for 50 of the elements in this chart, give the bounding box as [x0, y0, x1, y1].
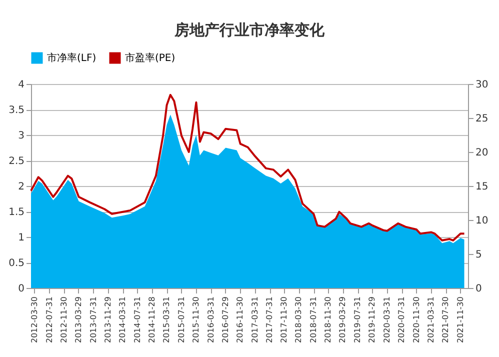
- y-tick-label: 4: [18, 80, 24, 90]
- x-tick-label: 2017-11-30: [280, 296, 289, 343]
- y-tick-label: 0.5: [8, 258, 24, 269]
- y-tick-label: 2: [18, 182, 24, 192]
- x-tick-label: 2019-07-31: [353, 296, 362, 343]
- chart-title: 房地产行业市净率变化: [174, 21, 326, 39]
- x-tick-label: 2021-07-30: [441, 296, 450, 343]
- x-tick-label: 2018-11-30: [324, 296, 333, 343]
- y2-tick-label: 20: [476, 148, 488, 158]
- x-tick-label: 2020-07-31: [397, 296, 406, 343]
- x-tick-label: 2012-03-30: [30, 296, 39, 343]
- x-tick-label: 2021-11-30: [456, 296, 465, 343]
- y2-tick-label: 15: [476, 182, 488, 192]
- x-tick-label: 2012-07-31: [44, 296, 54, 343]
- x-tick-label: 2015-11-30: [192, 296, 201, 343]
- x-tick-label: 2020-03-31: [382, 296, 392, 343]
- y-tick-label: 3.5: [8, 105, 24, 116]
- y-tick-label: 3: [18, 130, 24, 142]
- x-tick-label: 2016-11-30: [236, 296, 245, 343]
- x-tick-label: 2013-11-29: [103, 296, 112, 343]
- y2-tick-label: 0: [476, 284, 482, 294]
- y2-tick-label: 10: [476, 216, 488, 226]
- x-tick-label: 2014-11-28: [147, 296, 156, 343]
- y-tick-label: 1.5: [8, 207, 24, 218]
- x-tick-label: 2019-11-29: [368, 296, 377, 343]
- legend-label: 市盈率(PE): [125, 52, 176, 64]
- x-tick-label: 2017-03-31: [250, 296, 260, 343]
- y-tick-label: 1: [18, 232, 24, 244]
- x-tick-label: 2012-11-30: [60, 296, 69, 343]
- x-tick-label: 2014-07-31: [132, 296, 142, 343]
- x-tick-label: 2016-03-31: [206, 296, 216, 343]
- y2-tick-label: 5: [476, 250, 482, 260]
- x-tick-label: 2018-03-30: [294, 296, 304, 343]
- y2-tick-label: 25: [476, 114, 488, 124]
- x-tick-label: 2019-03-29: [338, 296, 348, 343]
- x-tick-label: 2013-03-29: [74, 296, 83, 343]
- legend-label: 市净率(LF): [47, 52, 96, 64]
- x-tick-label: 2014-03-31: [118, 296, 128, 343]
- x-tick-label: 2018-07-31: [309, 296, 318, 343]
- y-tick-label: 0: [18, 284, 24, 294]
- x-tick-label: 2015-07-31: [176, 296, 186, 343]
- x-tick-label: 2017-07-31: [265, 296, 274, 343]
- x-tick-label: 2013-07-31: [88, 296, 98, 343]
- x-tick-label: 2021-03-31: [426, 296, 436, 343]
- x-tick-label: 2015-03-31: [162, 296, 172, 343]
- line-series: [30, 94, 466, 242]
- x-tick-label: 2016-07-29: [220, 296, 230, 343]
- y-tick-label: 2.5: [8, 156, 24, 167]
- x-tick-label: 2020-11-30: [412, 296, 421, 343]
- y2-tick-label: 30: [476, 80, 488, 90]
